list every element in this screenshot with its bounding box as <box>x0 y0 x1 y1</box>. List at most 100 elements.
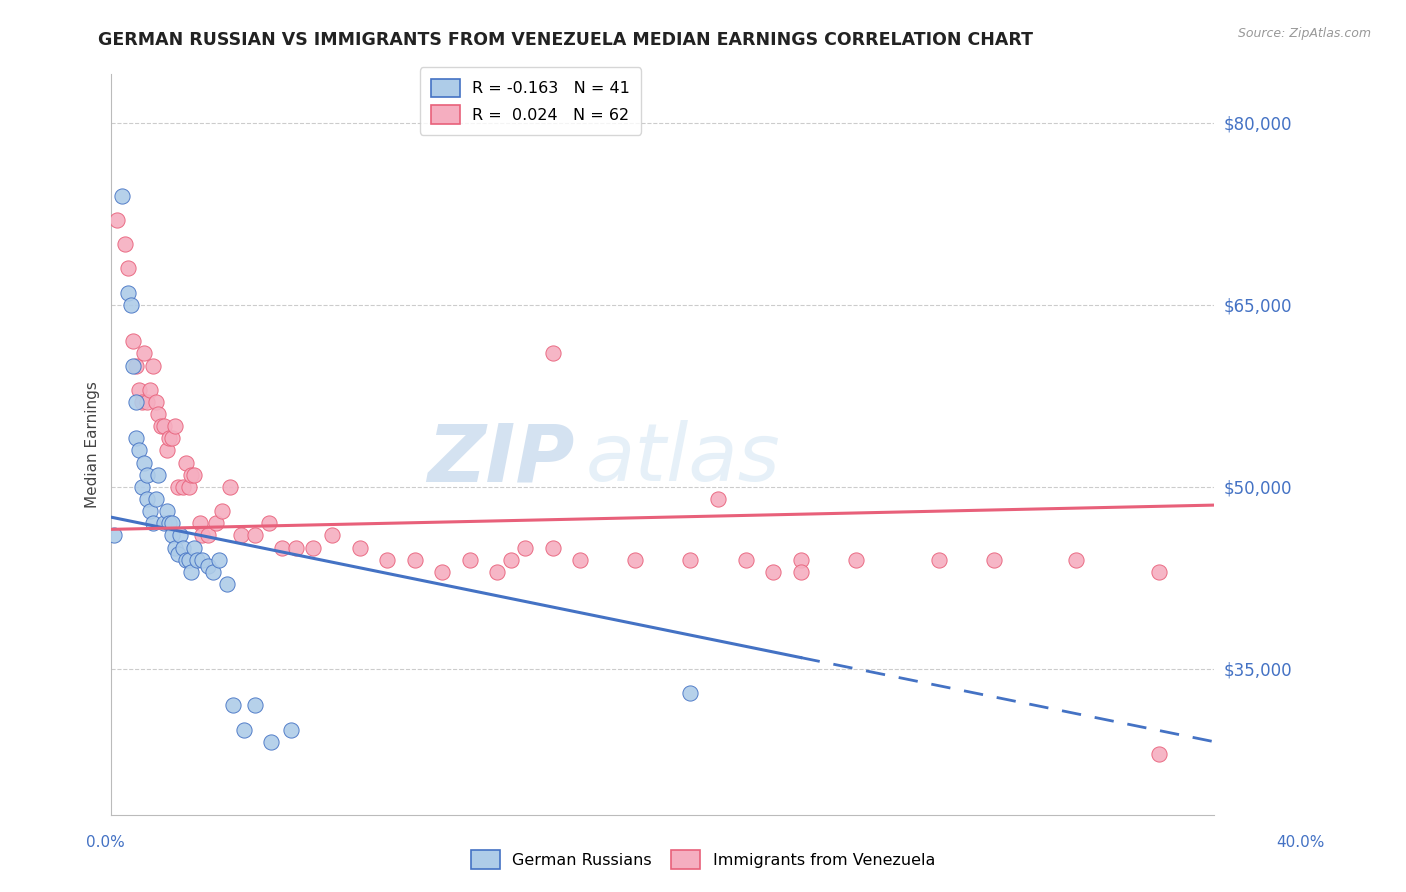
Point <box>191 528 214 542</box>
Point <box>232 723 254 737</box>
Point <box>928 552 950 566</box>
Point <box>128 383 150 397</box>
Point <box>260 735 283 749</box>
Point <box>349 541 371 555</box>
Point <box>160 528 183 542</box>
Point <box>148 407 170 421</box>
Point <box>125 359 148 373</box>
Point <box>150 419 173 434</box>
Point <box>404 552 426 566</box>
Point <box>172 541 194 555</box>
Point <box>134 456 156 470</box>
Point <box>180 565 202 579</box>
Point <box>285 541 308 555</box>
Point <box>122 334 145 349</box>
Point <box>217 577 239 591</box>
Point <box>197 528 219 542</box>
Point <box>172 480 194 494</box>
Point <box>157 431 180 445</box>
Point <box>789 565 811 579</box>
Point <box>243 698 266 713</box>
Point <box>541 541 564 555</box>
Point <box>166 547 188 561</box>
Point <box>103 528 125 542</box>
Point <box>569 552 592 566</box>
Point <box>845 552 868 566</box>
Point <box>177 480 200 494</box>
Point <box>145 395 167 409</box>
Point <box>163 419 186 434</box>
Point <box>191 552 214 566</box>
Point <box>134 346 156 360</box>
Point <box>152 419 174 434</box>
Point <box>163 541 186 555</box>
Point <box>160 516 183 531</box>
Point <box>486 565 509 579</box>
Point <box>679 686 702 700</box>
Point <box>142 359 165 373</box>
Legend: R = -0.163   N = 41, R =  0.024   N = 62: R = -0.163 N = 41, R = 0.024 N = 62 <box>419 68 641 135</box>
Point <box>183 541 205 555</box>
Point <box>762 565 785 579</box>
Point <box>679 552 702 566</box>
Point <box>1147 565 1170 579</box>
Point <box>186 552 208 566</box>
Text: 0.0%: 0.0% <box>86 836 125 850</box>
Point <box>243 528 266 542</box>
Point <box>114 237 136 252</box>
Point <box>789 552 811 566</box>
Point <box>174 552 197 566</box>
Point <box>174 456 197 470</box>
Text: Source: ZipAtlas.com: Source: ZipAtlas.com <box>1237 27 1371 40</box>
Point <box>301 541 323 555</box>
Point <box>117 285 139 300</box>
Point <box>169 528 191 542</box>
Point <box>271 541 294 555</box>
Point <box>142 516 165 531</box>
Point <box>219 480 242 494</box>
Point <box>117 261 139 276</box>
Point <box>180 467 202 482</box>
Text: ZIP: ZIP <box>427 420 575 499</box>
Point <box>120 298 142 312</box>
Point <box>122 359 145 373</box>
Point <box>131 480 153 494</box>
Point <box>177 552 200 566</box>
Point <box>375 552 398 566</box>
Text: atlas: atlas <box>586 420 780 499</box>
Point <box>136 467 159 482</box>
Point <box>160 431 183 445</box>
Point <box>513 541 536 555</box>
Point <box>145 491 167 506</box>
Point <box>188 516 211 531</box>
Point <box>229 528 252 542</box>
Point <box>541 346 564 360</box>
Point <box>458 552 481 566</box>
Point <box>155 443 177 458</box>
Point <box>211 504 233 518</box>
Point <box>105 213 128 227</box>
Point <box>202 565 225 579</box>
Point <box>139 504 162 518</box>
Point <box>125 395 148 409</box>
Point <box>321 528 343 542</box>
Point <box>136 395 159 409</box>
Point <box>501 552 523 566</box>
Point <box>624 552 647 566</box>
Point <box>183 467 205 482</box>
Point <box>707 491 730 506</box>
Point <box>208 552 231 566</box>
Point <box>280 723 302 737</box>
Point <box>128 443 150 458</box>
Point <box>432 565 454 579</box>
Point <box>155 504 177 518</box>
Point <box>136 491 159 506</box>
Point <box>166 480 188 494</box>
Point <box>205 516 228 531</box>
Text: GERMAN RUSSIAN VS IMMIGRANTS FROM VENEZUELA MEDIAN EARNINGS CORRELATION CHART: GERMAN RUSSIAN VS IMMIGRANTS FROM VENEZU… <box>98 31 1033 49</box>
Y-axis label: Median Earnings: Median Earnings <box>86 381 100 508</box>
Legend: German Russians, Immigrants from Venezuela: German Russians, Immigrants from Venezue… <box>463 842 943 877</box>
Point <box>222 698 245 713</box>
Point <box>257 516 280 531</box>
Point <box>157 516 180 531</box>
